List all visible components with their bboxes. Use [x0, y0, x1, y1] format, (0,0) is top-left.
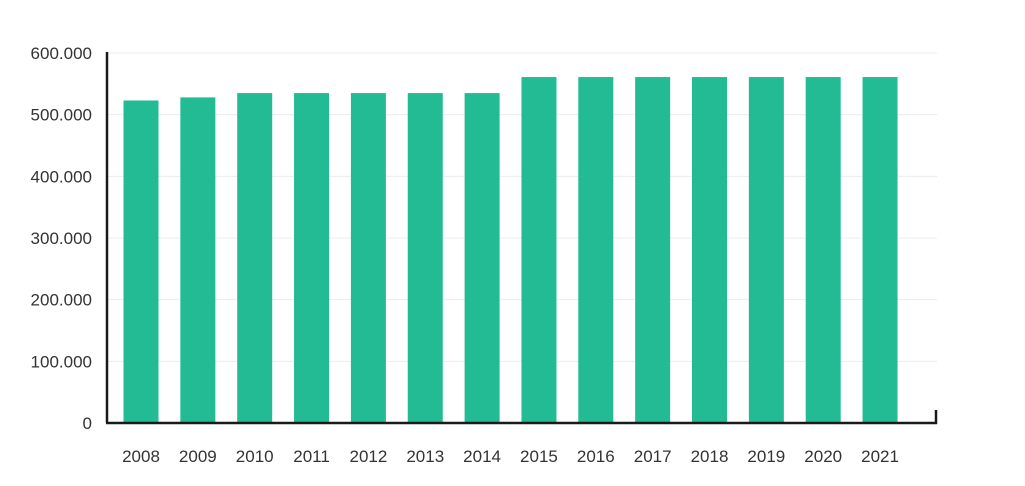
- x-tick-label: 2015: [520, 447, 558, 466]
- bar-2008[interactable]: [123, 100, 159, 423]
- bar-2009[interactable]: [180, 97, 216, 424]
- bar-2021[interactable]: [862, 77, 898, 424]
- y-tick-label: 100.000: [31, 352, 92, 371]
- x-tick-label: 2017: [634, 447, 672, 466]
- bar-2016[interactable]: [578, 77, 614, 424]
- x-tick-label: 2008: [122, 447, 160, 466]
- y-tick-label: 600.000: [31, 44, 92, 63]
- bar-2018[interactable]: [692, 77, 727, 424]
- bar-2014[interactable]: [464, 93, 500, 423]
- y-tick-label: 0: [83, 414, 92, 433]
- bar-2012[interactable]: [350, 93, 386, 423]
- bar-2020[interactable]: [805, 77, 841, 424]
- x-tick-label: 2014: [463, 447, 501, 466]
- bar-2011[interactable]: [294, 93, 330, 423]
- x-tick-label: 2021: [861, 447, 899, 466]
- y-tick-label: 400.000: [31, 167, 92, 186]
- x-tick-label: 2018: [691, 447, 729, 466]
- bar-2015[interactable]: [521, 77, 557, 424]
- x-tick-label: 2019: [747, 447, 785, 466]
- bar-2017[interactable]: [635, 77, 671, 424]
- x-tick-label: 2011: [293, 447, 330, 466]
- bar-2013[interactable]: [407, 93, 443, 423]
- y-tick-label: 300.000: [31, 229, 92, 248]
- x-tick-label: 2013: [406, 447, 444, 466]
- x-tick-label: 2016: [577, 447, 615, 466]
- x-tick-label: 2020: [804, 447, 842, 466]
- bars: [123, 77, 898, 424]
- x-tick-label: 2010: [236, 447, 274, 466]
- y-tick-labels: 0 100.000 200.000 300.000 400.000 500.000 600.…: [31, 44, 92, 433]
- x-tick-label: 2012: [349, 447, 387, 466]
- y-tick-label: 200.000: [31, 291, 92, 310]
- bar-2010[interactable]: [237, 93, 273, 423]
- bar-2019[interactable]: [748, 77, 784, 424]
- x-tick-label: 2009: [179, 447, 217, 466]
- x-tick-labels: 2008 2009 2010 2011 2012 2013 2014 2015 2016 2017…: [122, 447, 899, 466]
- y-tick-label: 500.000: [31, 106, 92, 125]
